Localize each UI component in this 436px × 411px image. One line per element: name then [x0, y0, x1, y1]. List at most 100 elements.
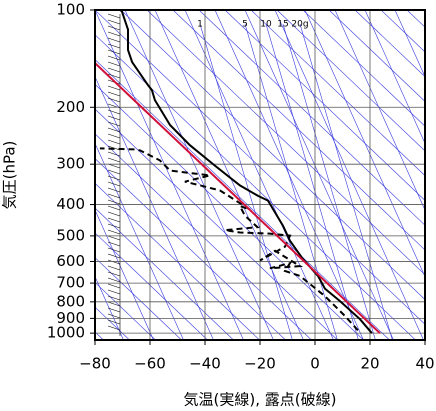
wind-barb: [107, 151, 121, 157]
isotherm-line: [184, 10, 334, 340]
wind-barb: [107, 307, 121, 313]
x-tick-label: −60: [134, 355, 166, 373]
adiabat-line: [276, 10, 425, 152]
wind-barb: [107, 187, 121, 193]
wind-barb: [107, 205, 121, 211]
wind-barb: [107, 289, 121, 295]
wind-barb: [107, 193, 121, 199]
x-tick-label: 40: [415, 355, 434, 373]
isotherm-line: [274, 10, 424, 340]
isotherm-line: [95, 75, 214, 340]
x-axis-title: 気温(実線), 露点(破線): [184, 391, 337, 409]
wind-barb: [107, 283, 121, 289]
isotherm-line: [424, 10, 425, 11]
mixing-ratio-line: [265, 23, 359, 340]
y-tick-label: 1000: [47, 324, 85, 342]
y-tick-label: 600: [56, 252, 85, 270]
isotherm-line: [95, 209, 154, 340]
y-tick-label: 200: [56, 98, 85, 116]
wind-barb: [107, 109, 121, 115]
wind-barb: [107, 253, 121, 259]
wind-barb: [107, 127, 121, 133]
mixing-ratio-label: 1: [197, 20, 203, 30]
wind-barb: [107, 97, 121, 103]
wind-barb: [107, 271, 121, 277]
wind-barb: [107, 313, 121, 319]
adiabat-line: [95, 158, 286, 340]
profiles: [95, 10, 381, 334]
mixing-ratio-label: 15: [277, 20, 288, 30]
isotherm-line: [154, 10, 304, 340]
x-tick-label: −40: [189, 355, 221, 373]
wind-barb: [107, 13, 121, 19]
isotherm-line: [95, 275, 124, 340]
wind-barb: [107, 31, 121, 37]
mixing-ratio-label: 20g: [291, 20, 308, 30]
wind-barb: [107, 295, 121, 301]
wind-barb: [107, 211, 121, 217]
wind-barb: [107, 139, 121, 145]
adiabat-line: [406, 10, 425, 28]
adiabat-line: [95, 257, 182, 340]
adiabat-line: [95, 207, 234, 340]
wind-barb: [107, 229, 121, 235]
wind-barb: [107, 259, 121, 265]
adiabat-line: [172, 10, 425, 251]
y-tick-label: 500: [56, 226, 85, 244]
wind-barb: [107, 325, 121, 331]
y-tick-label: 100: [56, 1, 85, 19]
isotherm-line: [95, 10, 244, 340]
wind-barb: [107, 319, 121, 325]
y-axis-title: 気圧(hPa): [1, 141, 19, 210]
wind-barb: [107, 301, 121, 307]
wind-barb: [107, 223, 121, 229]
adiabat-line: [95, 108, 338, 340]
x-tick-label: 20: [360, 355, 379, 373]
wind-barb: [107, 265, 121, 271]
isotherm-line: [95, 142, 184, 340]
x-tick-label: −80: [79, 355, 111, 373]
adiabat-line: [328, 10, 425, 102]
wind-barb: [107, 199, 121, 205]
isotherm-line: [244, 10, 394, 340]
x-tick-label: 0: [310, 355, 320, 373]
wind-barb: [107, 43, 121, 49]
wind-barb: [107, 181, 121, 187]
wind-barb: [107, 157, 121, 163]
adiabat-line: [95, 34, 416, 340]
y-tick-label: 400: [56, 195, 85, 213]
mixing-ratio-line: [199, 23, 293, 340]
wind-barb: [107, 235, 121, 241]
wind-barb: [107, 67, 121, 73]
profile-line: [99, 147, 359, 331]
isotherm-line: [304, 10, 425, 278]
wind-barb: [107, 217, 121, 223]
adiabat-line: [95, 133, 312, 340]
isotherm-line: [394, 10, 425, 78]
profile-line: [95, 62, 381, 334]
adiabat-line: [354, 10, 425, 78]
wind-barb: [107, 247, 121, 253]
reference-lines: [95, 10, 425, 340]
adiabat-line: [302, 10, 425, 127]
wind-barb: [107, 25, 121, 31]
wind-barb: [107, 55, 121, 61]
wind-barb: [107, 277, 121, 283]
isotherm-line: [334, 10, 425, 211]
wind-barb: [107, 175, 121, 181]
plot-frame: [94, 9, 426, 341]
profile-line: [119, 10, 373, 334]
y-tick-label: 800: [56, 292, 85, 310]
adiabat-line: [95, 83, 364, 340]
wind-barb: [107, 91, 121, 97]
y-tick-label: 700: [56, 274, 85, 292]
wind-barb: [107, 73, 121, 79]
mixing-ratio-line: [282, 23, 376, 340]
isotherm-line: [364, 10, 425, 145]
mixing-ratio-label: 5: [242, 20, 248, 30]
adiabat-line: [120, 10, 425, 300]
adiabat-line: [224, 10, 425, 201]
wind-barb: [107, 121, 121, 127]
mixing-ratio-label: 10: [260, 20, 272, 30]
y-tick-label: 300: [56, 155, 85, 173]
